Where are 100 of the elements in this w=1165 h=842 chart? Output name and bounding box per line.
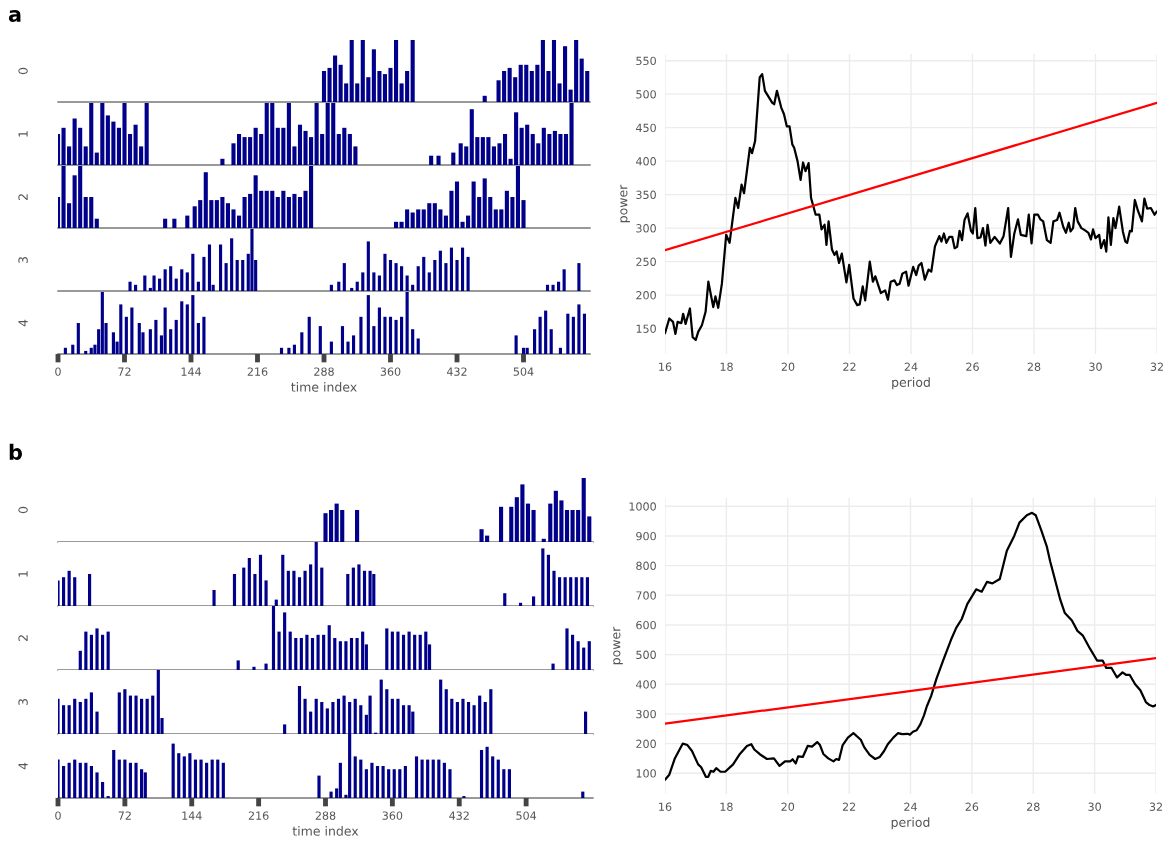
bar xyxy=(541,538,546,542)
x-tick-label: 16 xyxy=(659,362,672,371)
bar xyxy=(429,155,434,165)
bar xyxy=(398,769,402,798)
bar xyxy=(151,695,155,734)
bar xyxy=(416,338,420,354)
bar xyxy=(377,307,381,354)
bar xyxy=(491,756,495,798)
bar xyxy=(448,769,452,798)
x-tick-label: 144 xyxy=(182,811,202,820)
x-axis-title: period xyxy=(891,817,930,830)
y-axis-title: 0 xyxy=(18,506,28,514)
bar xyxy=(67,570,71,606)
bar xyxy=(355,638,359,670)
bar xyxy=(411,329,415,354)
bar xyxy=(396,631,400,670)
y-tick-label: 600 xyxy=(636,620,656,630)
bar xyxy=(134,284,138,291)
bar xyxy=(327,625,331,670)
bar xyxy=(349,638,354,670)
bar xyxy=(100,292,104,354)
bar xyxy=(451,152,456,165)
bar xyxy=(400,316,404,354)
bar xyxy=(78,650,82,670)
y-tick-label: 450 xyxy=(636,123,656,133)
bar xyxy=(472,705,476,734)
bar xyxy=(84,631,88,670)
bar xyxy=(565,628,569,670)
bar xyxy=(144,103,149,165)
x-tick-label: 72 xyxy=(118,811,131,820)
bar xyxy=(461,698,465,734)
x-tick-label: 432 xyxy=(449,811,469,820)
bar xyxy=(557,281,561,291)
bar xyxy=(394,319,398,354)
bar xyxy=(286,570,290,606)
y-axis-title: 3 xyxy=(18,257,28,264)
bar xyxy=(172,218,177,228)
x-tick-label: 16 xyxy=(659,802,672,811)
bar xyxy=(230,238,234,291)
bar xyxy=(152,275,156,291)
bar xyxy=(563,577,567,606)
bar xyxy=(449,247,454,291)
bar xyxy=(431,759,435,798)
bar xyxy=(128,762,133,798)
bar xyxy=(355,510,360,542)
bar xyxy=(236,660,240,670)
bar xyxy=(137,323,141,354)
bar xyxy=(414,756,419,798)
bar xyxy=(71,344,75,354)
bar xyxy=(502,769,506,798)
bar xyxy=(455,702,459,734)
x-tick-label: 22 xyxy=(842,802,856,811)
bar xyxy=(466,256,470,291)
bar xyxy=(111,332,115,354)
x-tick-label: 288 xyxy=(315,811,336,820)
x-axis-title: time index xyxy=(291,382,357,392)
x-tick-label: 26 xyxy=(965,802,979,811)
bar xyxy=(357,564,361,606)
bar xyxy=(177,753,181,798)
y-tick-label: 400 xyxy=(636,157,656,166)
bar xyxy=(196,281,200,291)
bar xyxy=(174,278,178,291)
bar xyxy=(580,577,584,606)
bar xyxy=(143,772,147,798)
bar xyxy=(180,301,184,354)
x-tick-label: 216 xyxy=(248,811,269,820)
bar xyxy=(489,689,493,734)
y-axis-title: 4 xyxy=(18,762,28,770)
bar xyxy=(128,695,133,734)
y-axis-title: power xyxy=(613,626,623,665)
bar xyxy=(418,634,422,670)
bar xyxy=(351,335,356,354)
x-tick-label: 72 xyxy=(118,367,131,376)
bar xyxy=(433,260,437,291)
bar xyxy=(84,762,88,798)
bar xyxy=(106,631,110,670)
bar xyxy=(171,743,175,798)
bar xyxy=(202,316,206,354)
y-axis-title: 4 xyxy=(18,319,28,327)
bar xyxy=(210,759,214,798)
bar xyxy=(562,269,566,291)
bar xyxy=(353,756,357,798)
bar xyxy=(483,702,487,734)
bar xyxy=(569,577,573,606)
bar xyxy=(509,506,514,542)
bar xyxy=(101,634,105,670)
bar xyxy=(444,689,448,734)
bar xyxy=(396,698,400,734)
bar xyxy=(320,702,324,734)
bar xyxy=(413,634,417,670)
bar xyxy=(303,570,307,606)
bar xyxy=(438,250,442,291)
bar xyxy=(264,580,268,606)
bar xyxy=(351,567,355,606)
y-tick-label: 550 xyxy=(636,56,656,66)
bar xyxy=(156,670,160,734)
bar xyxy=(366,295,370,354)
bar xyxy=(279,347,284,354)
bar xyxy=(424,631,428,670)
bar xyxy=(385,628,389,670)
